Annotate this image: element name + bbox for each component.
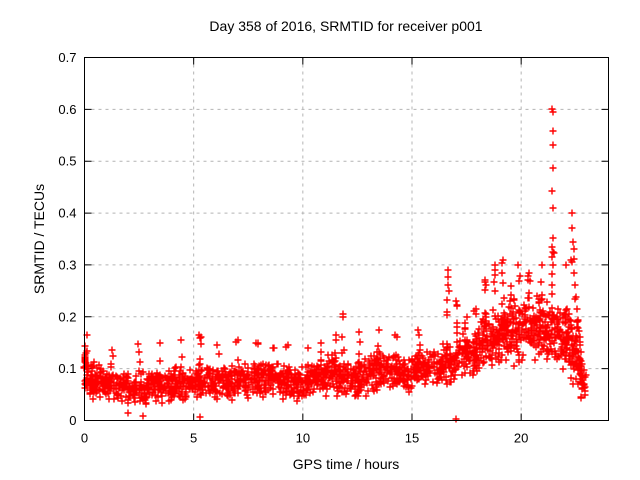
x-tick-label: 5 [190,431,197,446]
y-tick-label: 0.4 [58,206,76,221]
x-axis-tick-labels: 0 5 10 15 20 [81,431,529,446]
y-axis-tick-labels: 0 0.1 0.2 0.3 0.4 0.5 0.6 0.7 [58,50,76,428]
y-tick-label: 0.5 [58,154,76,169]
y-tick-label: 0 [69,413,76,428]
x-tick-label: 20 [514,431,528,446]
data-points-series-srmtid [80,105,590,423]
y-tick-label: 0.7 [58,50,76,65]
chart-title: Day 358 of 2016, SRMTID for receiver p00… [209,18,482,34]
y-tick-label: 0.1 [58,361,76,376]
y-axis-label: SRMTID / TECUs [31,184,47,294]
y-tick-label: 0.6 [58,102,76,117]
y-tick-label: 0.2 [58,309,76,324]
y-tick-label: 0.3 [58,257,76,272]
x-tick-label: 0 [81,431,88,446]
plot-border [84,57,609,421]
x-tick-label: 15 [405,431,419,446]
x-tick-label: 10 [296,431,310,446]
x-axis-label: GPS time / hours [293,456,400,472]
